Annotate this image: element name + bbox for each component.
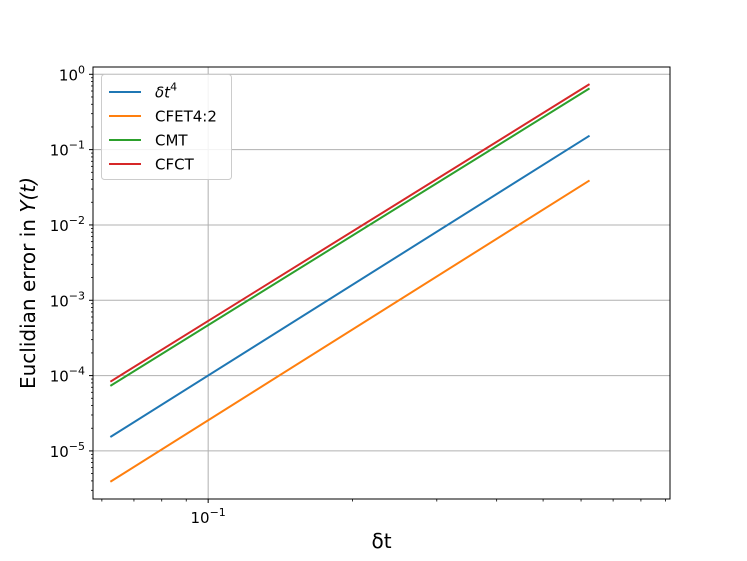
x-axis-label: δt <box>371 529 391 553</box>
legend-label: CFET4:2 <box>155 108 217 126</box>
x-tick-label: 10−1 <box>191 506 226 527</box>
y-tick-label: 10−5 <box>50 440 85 461</box>
legend-label: CFCT <box>155 156 195 174</box>
series-line-3 <box>109 87 591 387</box>
series-lines <box>109 83 591 483</box>
y-tick-label: 10−3 <box>50 289 85 310</box>
y-axis-label: Euclidian error in Y(t) <box>16 177 40 389</box>
y-tick-label: 10−4 <box>50 365 85 386</box>
axis-ticks: 10−5 10−4 10−3 10−2 10−1 100 10−1 <box>50 63 666 527</box>
series-line-1 <box>109 134 591 438</box>
series-line-4 <box>109 83 591 383</box>
y-tick-label: 10−1 <box>50 139 85 160</box>
plot-area-frame <box>92 66 671 500</box>
y-tick-label: 100 <box>59 63 85 84</box>
legend-label: δt4 <box>155 81 177 102</box>
legend: δt4 CFET4:2 CMT CFCT <box>101 74 232 180</box>
legend-label: CMT <box>155 132 188 150</box>
series-line-2 <box>109 179 591 483</box>
y-tick-label: 10−2 <box>50 214 85 235</box>
legend-box <box>101 74 232 180</box>
